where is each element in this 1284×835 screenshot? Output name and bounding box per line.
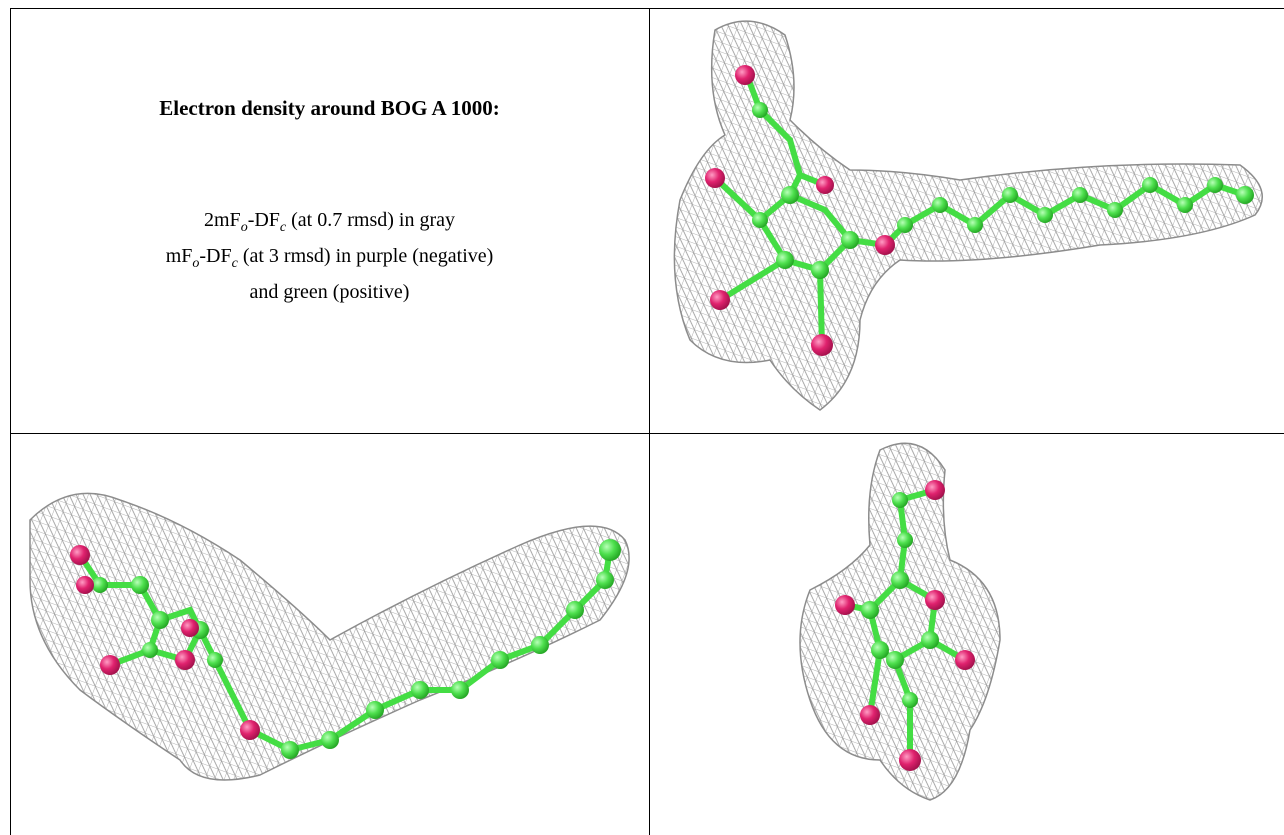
density-images	[0, 0, 1284, 835]
density-view-2	[30, 493, 629, 780]
page: Electron density around BOG A 1000: 2mFo…	[0, 0, 1284, 835]
density-view-3	[800, 443, 1000, 800]
density-view-1	[674, 21, 1262, 410]
